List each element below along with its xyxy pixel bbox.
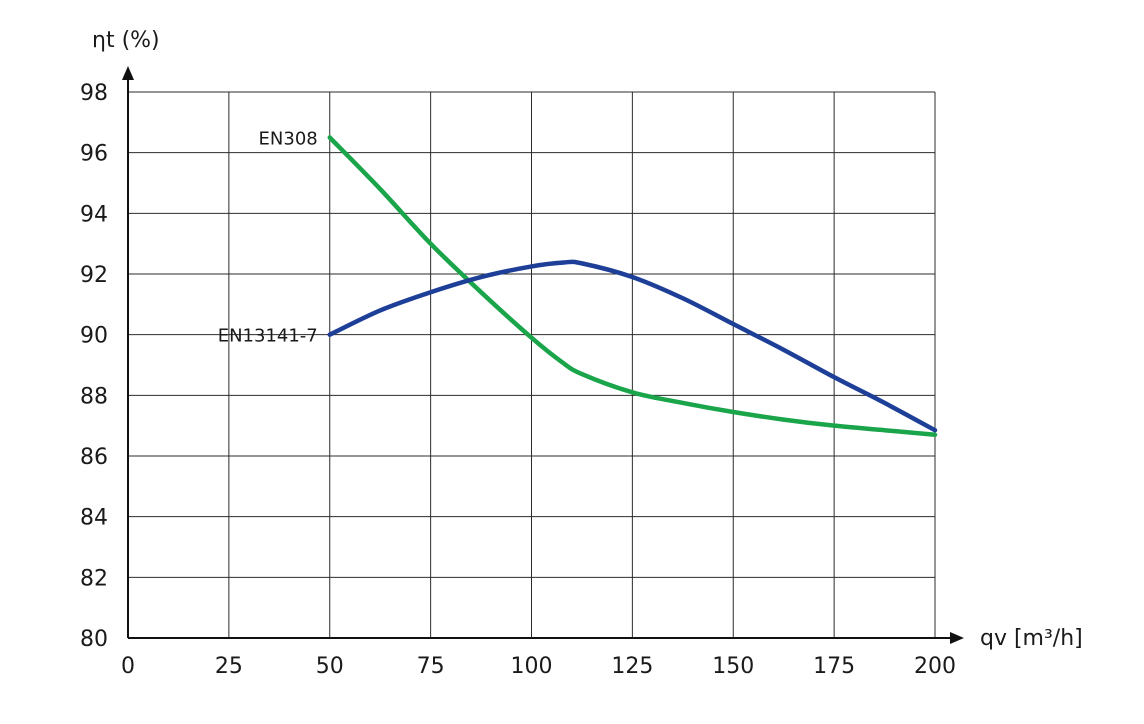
y-tick-label: 94 (80, 202, 108, 227)
x-axis-title: qv [m³/h] (980, 626, 1083, 651)
y-axis-title: ηt (%) (92, 28, 160, 53)
x-tick-label: 0 (121, 654, 135, 679)
series-lines (327, 135, 938, 438)
axes (122, 66, 964, 644)
series-labels: EN308 EN13141-7 (218, 129, 318, 347)
y-axis-arrow (122, 66, 134, 80)
y-tick-label: 88 (80, 384, 108, 409)
tick-labels: 0 25 50 75 100 125 150 175 200 80 82 84 86 88 90 92 94 96… (80, 81, 956, 679)
x-tick-label: 125 (611, 654, 653, 679)
y-tick-label: 98 (80, 81, 108, 106)
x-tick-label: 200 (914, 654, 956, 679)
x-tick-label: 175 (813, 654, 855, 679)
x-tick-label: 50 (316, 654, 344, 679)
y-tick-label: 92 (80, 263, 108, 288)
y-tick-label: 86 (80, 445, 108, 470)
y-tick-label: 84 (80, 506, 108, 531)
y-tick-label: 80 (80, 627, 108, 652)
x-tick-label: 100 (511, 654, 553, 679)
series-line-en13141-7 (327, 259, 938, 433)
y-tick-label: 96 (80, 142, 108, 167)
series-label-en308: EN308 (259, 129, 318, 150)
x-tick-label: 150 (712, 654, 754, 679)
x-tick-label: 25 (215, 654, 243, 679)
series-label-en13141-7: EN13141-7 (218, 326, 318, 347)
series-line-en308 (327, 135, 938, 438)
x-tick-label: 75 (417, 654, 445, 679)
y-tick-label: 82 (80, 566, 108, 591)
x-axis-arrow (950, 632, 964, 644)
y-tick-label: 90 (80, 324, 108, 349)
grid (128, 91, 936, 638)
